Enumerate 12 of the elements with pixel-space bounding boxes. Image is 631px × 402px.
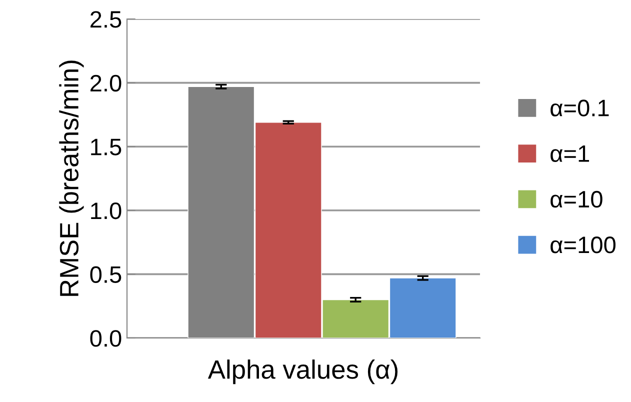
y-tick-label: 1.5	[91, 138, 122, 156]
y-tick-label: 2.0	[90, 74, 122, 92]
legend-label: α=1	[550, 146, 590, 162]
legend-label: α=0.1	[550, 100, 609, 116]
x-axis-title: Alpha values (α)	[208, 360, 398, 384]
y-tick-label: 0.0	[90, 330, 122, 347]
y-tick-label: 0.5	[90, 266, 122, 283]
y-tick-label: 1.0	[91, 202, 122, 220]
y-tick-label: 2.5	[90, 11, 122, 28]
y-axis-title: RMSE (breaths/min)	[59, 60, 84, 296]
legend-label: α=10	[550, 190, 602, 208]
legend-label: α=100	[550, 236, 616, 254]
